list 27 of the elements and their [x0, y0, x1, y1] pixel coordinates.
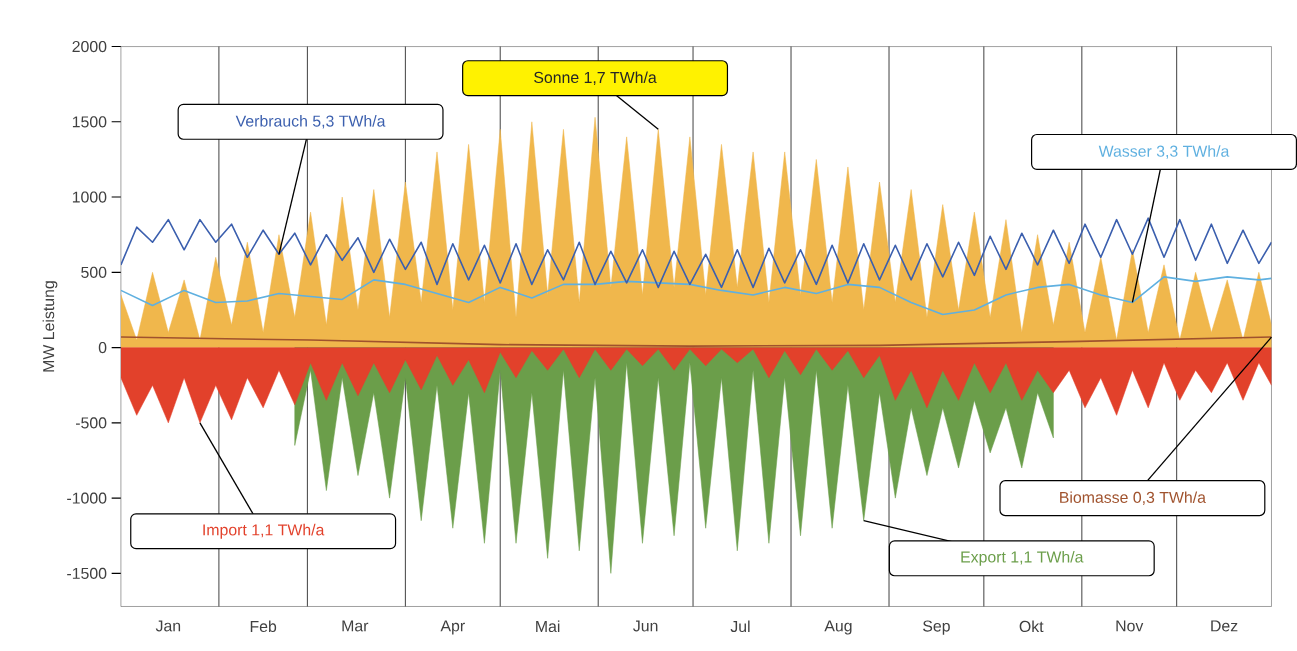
y-tick-label: 1500: [72, 116, 107, 128]
y-tick-label: 2000: [72, 40, 107, 53]
x-tick-label: Dez: [1211, 620, 1238, 632]
y-tick-label: 500: [81, 266, 107, 278]
x-tick-label: Jul: [730, 620, 750, 633]
y-tick-label: -1000: [67, 492, 107, 504]
y-tick-label: 0: [98, 341, 107, 354]
x-tick-label: Jan: [155, 620, 181, 632]
y-tick-label: 1000: [72, 191, 107, 203]
text: Export 1,1 TWh/a: [961, 550, 1084, 566]
x-tick-label: Feb: [250, 620, 277, 633]
text: Wasser 3,3 TWh/a: [1098, 145, 1230, 159]
x-tick-label: Sep: [923, 620, 950, 635]
y-tick-label: -1500: [67, 567, 107, 579]
x-tick-label: Apr: [440, 620, 465, 635]
text: Verbrauch 5,3 TWh/a: [235, 115, 386, 129]
text: Sonne 1,7 TWh/a: [534, 71, 657, 85]
y-tick-label: -500: [75, 417, 107, 429]
text: Import 1,1 TWh/a: [203, 523, 325, 539]
x-tick-label: Nov: [1116, 620, 1144, 632]
x-tick-label: Okt: [1019, 620, 1044, 633]
x-tick-label: Mai: [536, 620, 560, 633]
x-tick-label: Jun: [633, 620, 658, 632]
y-axis-title: MW Leistung: [42, 281, 58, 372]
x-tick-label: Aug: [824, 620, 852, 635]
x-tick-label: Mar: [342, 620, 369, 632]
text: Biomasse 0,3 TWh/a: [1060, 491, 1206, 505]
